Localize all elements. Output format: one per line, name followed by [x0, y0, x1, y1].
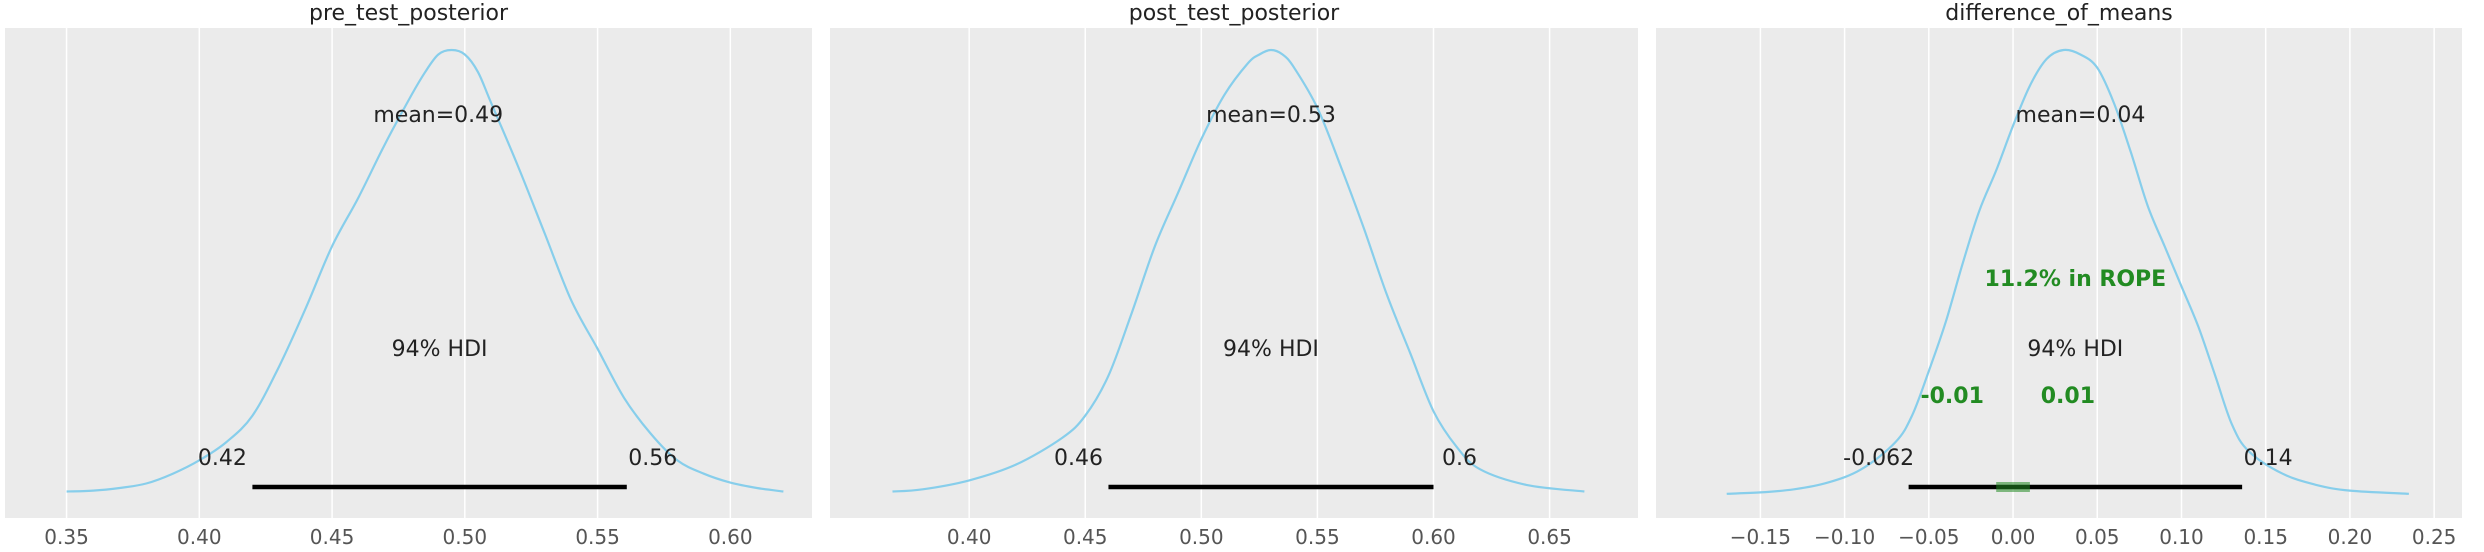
x-tick-label: 0.40: [177, 525, 222, 549]
x-tick-label: 0.15: [2243, 525, 2288, 549]
x-tick-label: 0.20: [2328, 525, 2373, 549]
x-tick-label: 0.45: [310, 525, 355, 549]
x-tick-label: −0.15: [1730, 525, 1791, 549]
panel-pre-test-posterior: 0.35 0.40 0.45 0.50 0.55 0.60 pre_test_poster…: [5, 1, 812, 549]
mean-label: mean=0.49: [373, 103, 503, 128]
x-tick-label: 0.45: [1063, 525, 1108, 549]
hdi-low-label: 0.42: [198, 446, 247, 471]
rope-percentage-label: 11.2% in ROPE: [1985, 267, 2167, 292]
x-axis: −0.15 −0.10 −0.05 0.00 0.05 0.10 0.15 0.20 0.25: [1730, 525, 2457, 549]
x-tick-label: −0.10: [1814, 525, 1875, 549]
x-tick-label: 0.60: [708, 525, 753, 549]
rope-high-label: 0.01: [2041, 384, 2095, 409]
mean-label: mean=0.53: [1206, 103, 1336, 128]
hdi-label: 94% HDI: [392, 337, 488, 362]
x-tick-label: −0.05: [1898, 525, 1959, 549]
x-tick-label: 0.10: [2159, 525, 2204, 549]
hdi-label: 94% HDI: [1223, 337, 1319, 362]
panel-post-test-posterior: 0.40 0.45 0.50 0.55 0.60 0.65 post_test_poste…: [830, 1, 1638, 549]
density-curve: [66, 48, 784, 493]
density-curve: [892, 48, 1585, 493]
plot-background: [830, 28, 1638, 518]
panel-title: post_test_posterior: [1129, 1, 1340, 26]
gridlines: [968, 28, 1551, 518]
x-tick-label: 0.35: [44, 525, 89, 549]
rope-low-label: -0.01: [1920, 384, 1983, 409]
x-axis: 0.40 0.45 0.50 0.55 0.60 0.65: [947, 525, 1572, 549]
hdi-low-label: 0.46: [1054, 446, 1103, 471]
x-tick-label: 0.55: [575, 525, 620, 549]
x-tick-label: 0.65: [1527, 525, 1572, 549]
hdi-low-label: -0.062: [1843, 446, 1914, 471]
gridlines: [65, 28, 732, 518]
x-tick-label: 0.25: [2412, 525, 2457, 549]
panel-difference-of-means: −0.15 −0.10 −0.05 0.00 0.05 0.10 0.15 0.20 0.25 …: [1656, 1, 2462, 549]
x-tick-label: 0.50: [443, 525, 488, 549]
panel-title: pre_test_posterior: [309, 1, 509, 26]
panel-title: difference_of_means: [1945, 1, 2173, 26]
x-tick-label: 0.50: [1179, 525, 1224, 549]
density-curve: [1726, 48, 2409, 495]
plot-background: [5, 28, 812, 518]
gridlines: [1759, 28, 2435, 518]
plot-background: [1656, 28, 2462, 518]
x-tick-label: 0.40: [947, 525, 992, 549]
hdi-label: 94% HDI: [2027, 337, 2123, 362]
hdi-high-label: 0.14: [2244, 446, 2293, 471]
x-tick-label: 0.60: [1411, 525, 1456, 549]
x-tick-label: 0.55: [1295, 525, 1340, 549]
hdi-high-label: 0.56: [628, 446, 677, 471]
hdi-high-label: 0.6: [1442, 446, 1477, 471]
x-tick-label: 0.05: [2075, 525, 2120, 549]
mean-label: mean=0.04: [2016, 103, 2146, 128]
x-tick-label: 0.00: [1991, 525, 2036, 549]
x-axis: 0.35 0.40 0.45 0.50 0.55 0.60: [44, 525, 752, 549]
